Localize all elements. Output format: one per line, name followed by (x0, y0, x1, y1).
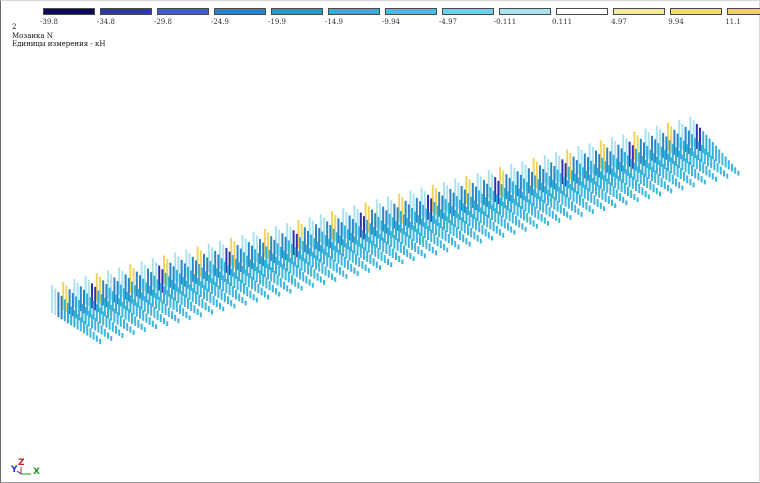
axis-x-label: X (33, 467, 40, 477)
axis-z-label: Z (18, 458, 25, 468)
legend-tick-label: -0.111 (493, 18, 517, 26)
axis-lines (16, 467, 31, 475)
color-scale-legend: -39.8 -34.8 -29.8 -24.9 -19.9 -14.9 -9.94 -4.97… (40, 8, 760, 28)
legend-swatch (157, 8, 209, 15)
legend-tick-label: 4.97 (611, 18, 627, 26)
legend-swatch (328, 8, 380, 15)
axis-y-label: Y (11, 465, 18, 475)
plot-info: 2 Мозаика N Единицы измерения - кН (12, 23, 105, 49)
legend-tick-label: 9.94 (668, 18, 684, 26)
legend-tick-label: 0.111 (551, 18, 573, 26)
legend-swatch (271, 8, 323, 15)
legend-tick-label: -19.9 (268, 18, 286, 26)
info-line-2: Мозаика N (12, 31, 53, 40)
legend-tick-label: -24.9 (211, 18, 229, 26)
legend-swatch (499, 8, 551, 15)
legend-tick-label: -39.8 (40, 18, 58, 26)
axis-triad-icon: Y Z X (11, 458, 45, 478)
legend-swatch (613, 8, 665, 15)
legend-swatch (43, 8, 95, 15)
legend-swatch (100, 8, 152, 15)
legend-tick-label: -34.8 (97, 18, 115, 26)
legend-swatch (442, 8, 494, 15)
legend-tick-label: -14.9 (325, 18, 343, 26)
legend-swatch (214, 8, 266, 15)
legend-swatch (556, 8, 608, 15)
legend-tick-label: -4.97 (439, 18, 457, 26)
legend-swatch (727, 8, 760, 15)
legend-swatch (670, 8, 722, 15)
legend-tick-label: 11.1 (725, 18, 741, 26)
legend-swatch (385, 8, 437, 15)
legend-tick-label: -29.8 (154, 18, 172, 26)
info-line-1: 2 (12, 23, 17, 31)
legend-tick-label: -9.94 (382, 18, 400, 26)
info-line-3: Единицы измерения - кН (12, 40, 106, 48)
